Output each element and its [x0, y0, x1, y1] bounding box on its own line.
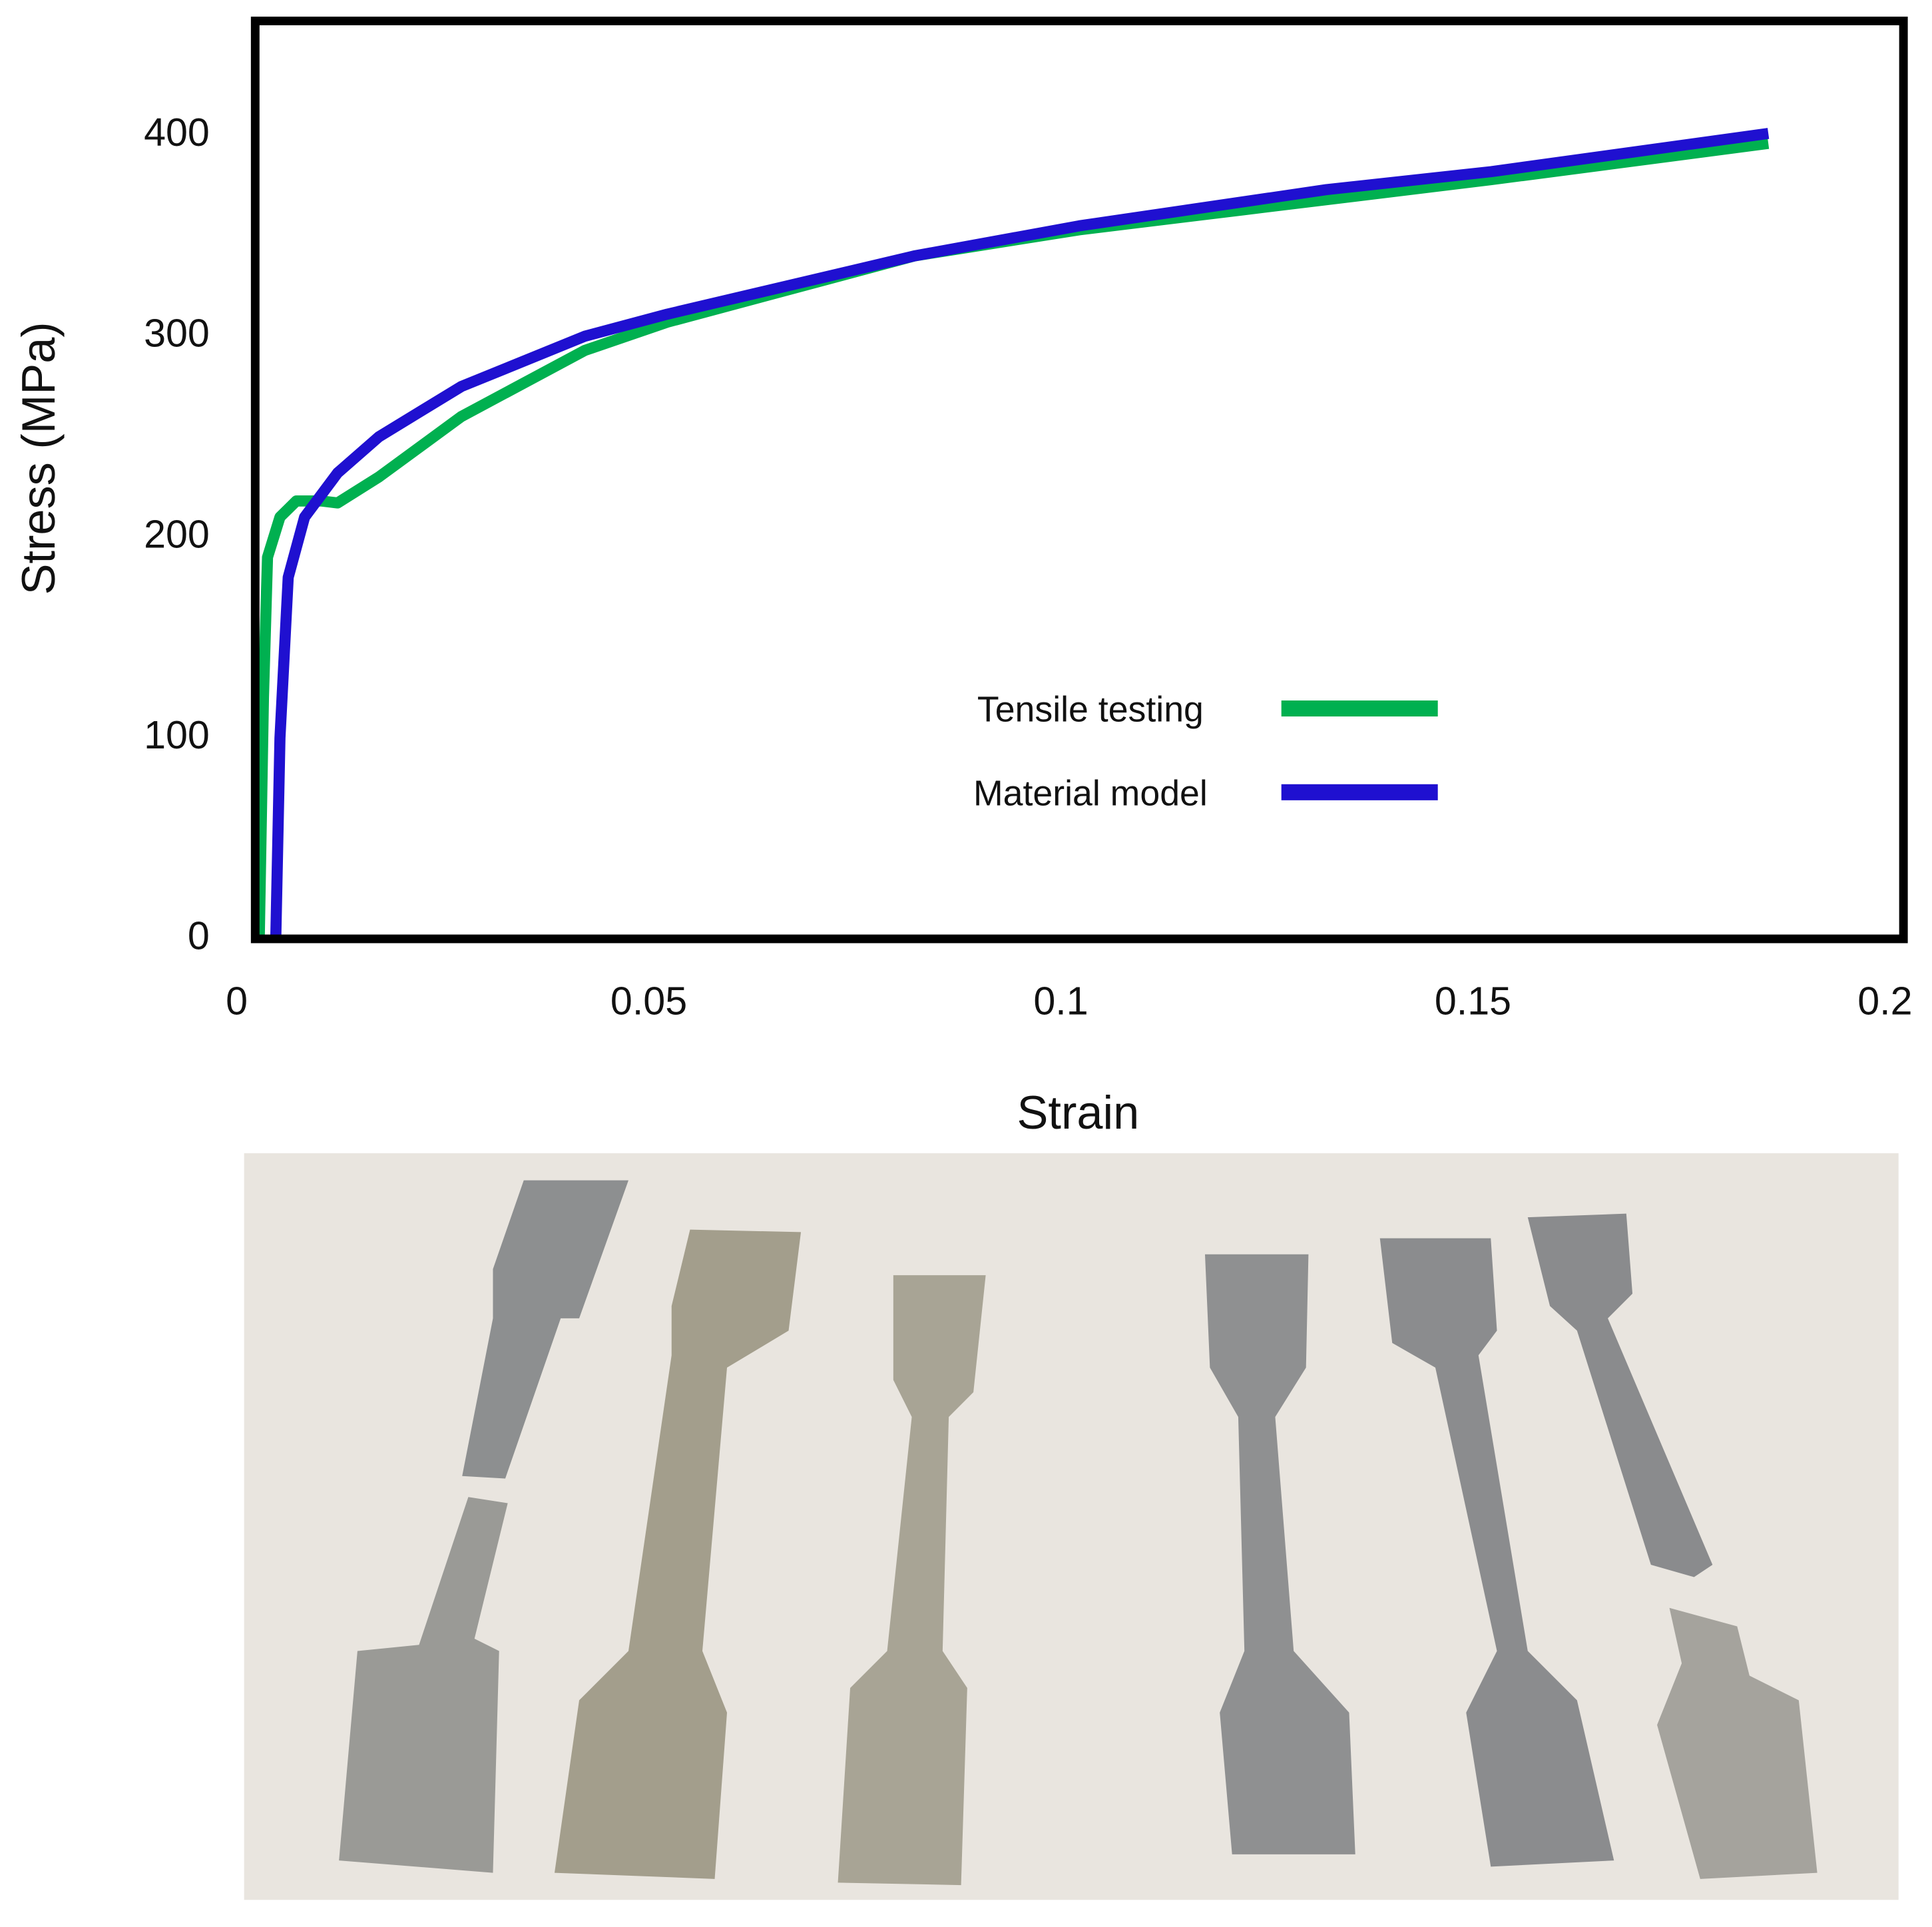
specimen: [339, 1497, 508, 1873]
x-tick-label: 0.05: [610, 979, 687, 1023]
y-axis-label: Stress (MPa): [12, 322, 65, 595]
x-tick-label: 0.1: [1033, 979, 1088, 1023]
x-axis-label: Strain: [1017, 1086, 1140, 1139]
specimen: [1379, 1238, 1614, 1867]
specimen: [1204, 1254, 1355, 1854]
x-tick-label: 0.2: [1857, 979, 1912, 1023]
specimen: [838, 1275, 986, 1886]
y-tick-label: 400: [144, 110, 210, 154]
y-tick-label: 300: [144, 311, 210, 356]
plot-frame: [250, 16, 1908, 944]
data-line: [270, 128, 1770, 940]
legend-label: Tensile testing: [977, 690, 1204, 730]
specimen: [462, 1180, 628, 1479]
specimen: [554, 1229, 802, 1879]
y-tick-label: 100: [144, 712, 210, 757]
specimen-photo: [244, 1153, 1899, 1900]
specimen: [1657, 1607, 1817, 1879]
y-tick-label: 0: [188, 914, 210, 958]
y-tick-label: 200: [144, 511, 210, 556]
legend-label: Material model: [973, 774, 1208, 814]
data-line: [254, 138, 1770, 940]
x-tick-label: 0.15: [1435, 979, 1511, 1023]
specimen: [1527, 1213, 1713, 1577]
x-tick-label: 0: [226, 979, 248, 1023]
